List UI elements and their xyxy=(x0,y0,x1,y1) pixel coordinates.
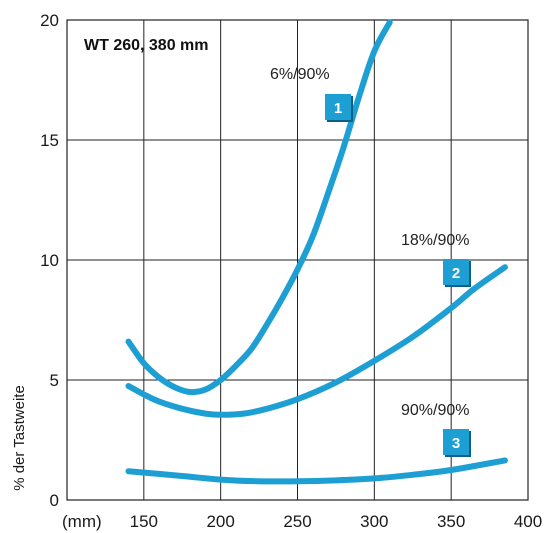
series-line-2 xyxy=(125,264,508,418)
series-annotations: 6%/90% 18%/90% 90%/90% xyxy=(270,66,470,419)
series-lines xyxy=(125,19,508,485)
y-tick-label: 10 xyxy=(40,251,59,270)
series-line-1 xyxy=(125,19,393,396)
tick-labels: 0 5 10 15 20 150 200 250 300 350 400 xyxy=(40,11,542,531)
series-badge-label: 2 xyxy=(452,265,460,282)
series-annotation-1: 6%/90% xyxy=(270,66,330,83)
series-badge-label: 3 xyxy=(452,435,460,452)
y-tick-label: 15 xyxy=(40,131,59,150)
y-axis-label: % der Tastweite xyxy=(11,385,28,491)
x-tick-label: 150 xyxy=(130,512,158,531)
plot-frame xyxy=(66,19,529,501)
x-tick-label: 200 xyxy=(206,512,234,531)
chart-title: WT 260, 380 mm xyxy=(84,37,209,54)
series-badge-2 xyxy=(443,259,469,285)
series-badge-3 xyxy=(443,429,469,455)
y-tick-label: 20 xyxy=(40,11,59,30)
series-line-3 xyxy=(125,457,508,485)
x-tick-label: 300 xyxy=(360,512,388,531)
series-badge-label: 1 xyxy=(334,100,342,117)
x-tick-label: 400 xyxy=(514,512,542,531)
series-annotation-2: 18%/90% xyxy=(401,232,470,249)
series-badge-1 xyxy=(325,94,351,120)
y-tick-label: 0 xyxy=(50,491,59,510)
series-annotation-3: 90%/90% xyxy=(401,402,470,419)
y-tick-label: 5 xyxy=(50,371,59,390)
x-unit-label: (mm) xyxy=(62,512,102,531)
x-tick-label: 350 xyxy=(437,512,465,531)
x-tick-label: 250 xyxy=(283,512,311,531)
series-badges: 1 2 3 xyxy=(325,94,471,457)
